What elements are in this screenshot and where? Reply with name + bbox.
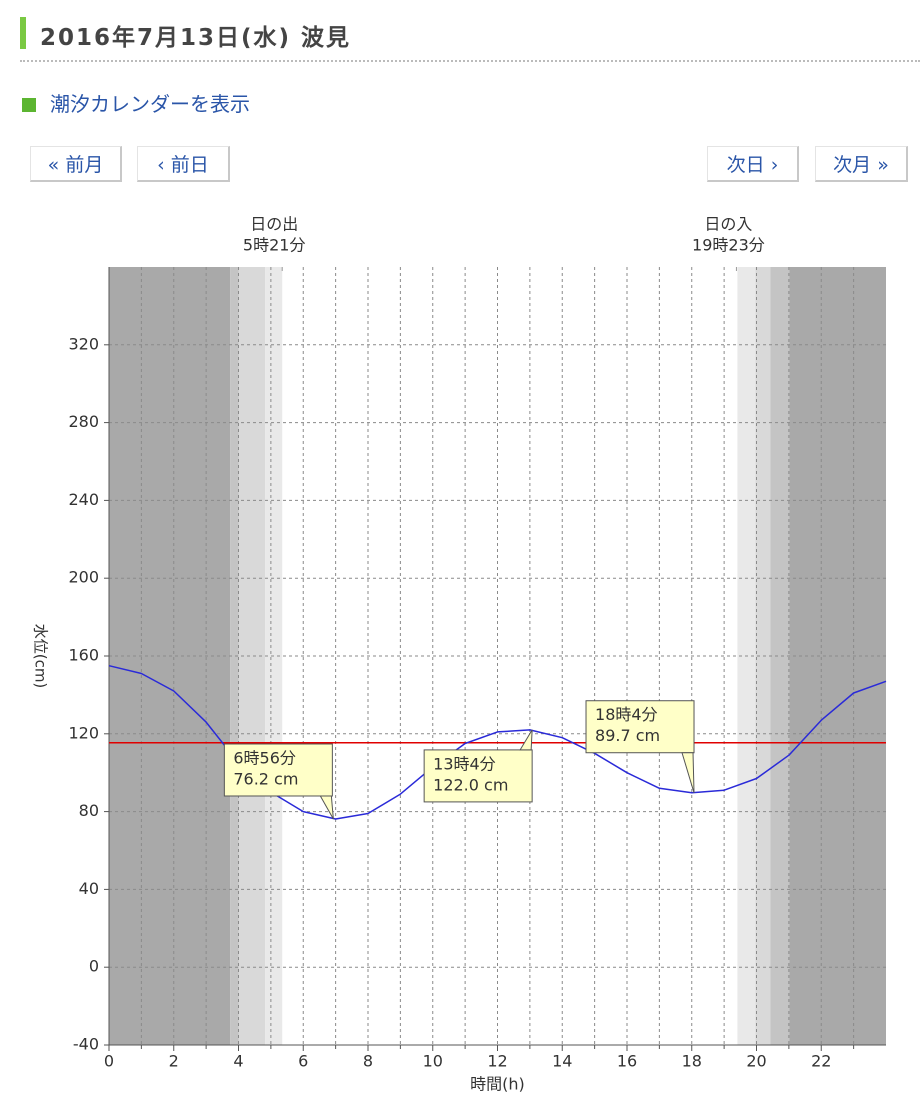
x-tick-label: 18 — [682, 1052, 702, 1071]
callout-pointer — [319, 795, 334, 820]
callout-value: 76.2 cm — [233, 769, 298, 788]
y-tick-label: 160 — [68, 646, 99, 665]
link-icon — [22, 98, 36, 112]
x-tick-label: 8 — [363, 1052, 373, 1071]
y-tick-label: 40 — [79, 879, 99, 898]
callout-box — [423, 749, 533, 803]
x-tick-label: 12 — [487, 1052, 507, 1071]
callout: 18時4分 89.7 cm — [585, 700, 695, 793]
y-tick-label: 200 — [68, 568, 99, 587]
y-tick-label: 240 — [68, 490, 99, 509]
callout-value: 122.0 cm — [433, 775, 508, 794]
callout-pointer — [519, 729, 533, 751]
y-tick-label: 0 — [89, 957, 99, 976]
prev-month-button[interactable]: « 前月 — [30, 146, 122, 182]
callout-time: 13時4分 — [433, 754, 496, 773]
callout-time: 6時56分 — [233, 748, 296, 767]
header-accent — [20, 17, 26, 49]
x-axis-label: 時間(h) — [470, 1075, 525, 1094]
x-tick-label: 20 — [746, 1052, 766, 1071]
sun-label: 日の出 — [250, 215, 298, 234]
header: 2016年7月13日(水) 波見 — [20, 16, 900, 51]
divider — [20, 60, 920, 62]
x-tick-label: 6 — [298, 1052, 308, 1071]
sun-time: 19時23分 — [692, 236, 765, 255]
x-tick-label: 10 — [423, 1052, 443, 1071]
night-shading — [230, 267, 239, 1045]
night-shading — [770, 267, 790, 1045]
calendar-link-text[interactable]: 潮汐カレンダーを表示 — [50, 92, 250, 116]
callout-pointer — [681, 752, 695, 793]
page-title: 2016年7月13日(水) 波見 — [40, 25, 352, 51]
y-tick-label: 80 — [79, 801, 99, 820]
y-tick-label: -40 — [73, 1035, 99, 1054]
y-tick-label: 320 — [68, 334, 99, 353]
prev-day-button[interactable]: ‹ 前日 — [137, 146, 230, 182]
x-tick-label: 16 — [617, 1052, 637, 1071]
x-tick-label: 0 — [104, 1052, 114, 1071]
x-tick-label: 4 — [233, 1052, 243, 1071]
callout: 13時4分 122.0 cm — [423, 729, 533, 803]
x-tick-label: 14 — [552, 1052, 572, 1071]
next-day-button[interactable]: 次日 › — [707, 146, 799, 182]
callout-value: 89.7 cm — [595, 726, 660, 745]
callout-box — [223, 743, 333, 797]
y-axis-label: 水位(cm) — [32, 624, 50, 689]
callout: 6時56分 76.2 cm — [223, 743, 334, 820]
sun-label: 日の入 — [704, 215, 752, 234]
x-tick-label: 22 — [811, 1052, 831, 1071]
calendar-link[interactable]: 潮汐カレンダーを表示 — [22, 88, 250, 117]
callout-time: 18時4分 — [595, 705, 658, 724]
night-shading — [755, 267, 771, 1045]
x-tick-label: 2 — [169, 1052, 179, 1071]
callout-box — [585, 700, 695, 754]
sun-time: 5時21分 — [243, 236, 306, 255]
y-tick-label: 120 — [68, 723, 99, 742]
next-month-button[interactable]: 次月 » — [815, 146, 908, 182]
y-tick-label: 280 — [68, 412, 99, 431]
